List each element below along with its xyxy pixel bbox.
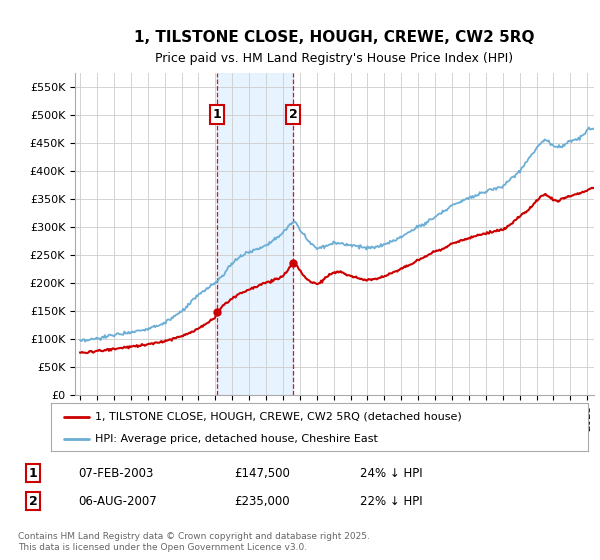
Text: £147,500: £147,500: [234, 466, 290, 480]
Text: Contains HM Land Registry data © Crown copyright and database right 2025.
This d: Contains HM Land Registry data © Crown c…: [18, 532, 370, 552]
Text: 2: 2: [289, 108, 298, 121]
Text: 1, TILSTONE CLOSE, HOUGH, CREWE, CW2 5RQ (detached house): 1, TILSTONE CLOSE, HOUGH, CREWE, CW2 5RQ…: [95, 412, 462, 422]
Bar: [217, 73, 293, 395]
Text: 2: 2: [29, 494, 37, 508]
Text: £235,000: £235,000: [234, 494, 290, 508]
Text: 07-FEB-2003: 07-FEB-2003: [78, 466, 154, 480]
Text: HPI: Average price, detached house, Cheshire East: HPI: Average price, detached house, Ches…: [95, 434, 378, 444]
Text: Price paid vs. HM Land Registry's House Price Index (HPI): Price paid vs. HM Land Registry's House …: [155, 52, 514, 65]
Text: 1: 1: [212, 108, 221, 121]
Text: 24% ↓ HPI: 24% ↓ HPI: [360, 466, 422, 480]
Text: 1: 1: [29, 466, 37, 480]
Text: 22% ↓ HPI: 22% ↓ HPI: [360, 494, 422, 508]
Text: 06-AUG-2007: 06-AUG-2007: [78, 494, 157, 508]
Text: 1, TILSTONE CLOSE, HOUGH, CREWE, CW2 5RQ: 1, TILSTONE CLOSE, HOUGH, CREWE, CW2 5RQ: [134, 30, 535, 45]
